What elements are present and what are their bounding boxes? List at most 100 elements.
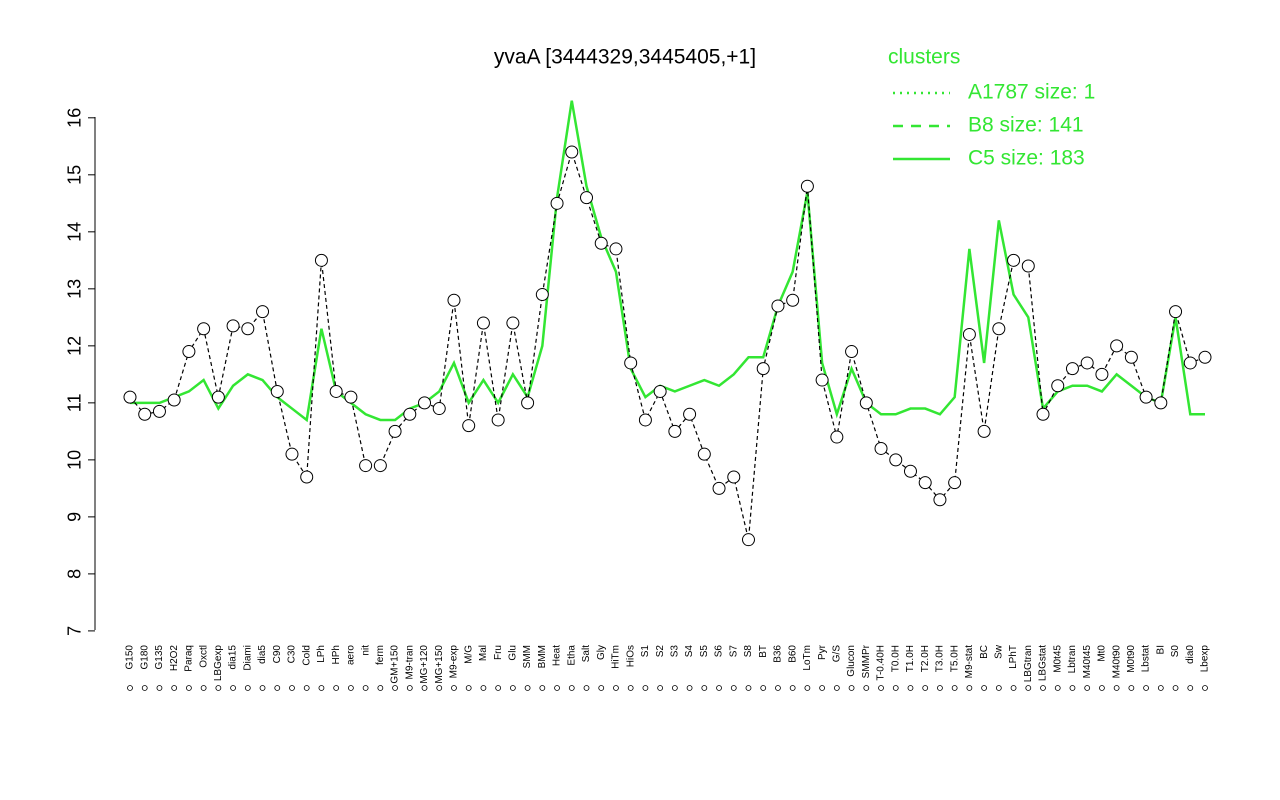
y-tick-label: 7 [65,626,85,636]
sample-dot [259,685,266,691]
point [152,404,166,418]
sample-dot [127,685,133,691]
sample-dot [878,685,884,691]
x-tick-label: LBGtran [1023,645,1034,682]
point [786,293,800,307]
sample-dot [937,685,943,691]
x-tick-label: M/G [463,645,474,664]
point [756,362,770,376]
sample-dot [1202,685,1208,691]
sample-dot [892,685,899,691]
sample-dot [200,685,207,691]
sample-dot [1084,685,1091,691]
x-tick-label: M0t45 [1052,645,1063,673]
point [1124,350,1138,364]
x-tick-label: LPhT [1008,645,1019,669]
x-tick-label: T5.0H [949,645,960,672]
sample-dot [951,685,958,691]
point [373,459,387,473]
x-tick-label: aero [346,645,357,665]
sample-dot [1113,685,1120,691]
point [638,413,652,427]
x-tick-label: Oxctl [198,645,209,668]
point [933,493,947,507]
sample-dot [701,685,708,691]
point [800,179,814,193]
x-tick-label: LBGstat [1038,645,1049,681]
y-tick-label: 11 [65,394,85,413]
x-tick-label: T0.0H [890,645,901,672]
sample-dot [230,685,236,691]
point [359,459,373,473]
point [609,242,623,256]
x-tick-label: M9-tran [404,645,415,679]
sample-dot [745,685,752,691]
chart-title: yvaA [3444329,3445405,+1] [494,46,756,69]
point [624,356,638,370]
point [1198,350,1212,364]
point [1021,259,1035,273]
point [550,196,564,210]
point [1095,367,1109,381]
profile-line [129,149,1206,540]
sample-dot [686,685,693,691]
point [903,464,917,478]
x-tick-label: S0 [1170,645,1181,658]
x-tick-label: LPh [316,645,327,663]
sample-dot [598,685,605,691]
sample-dot [642,685,649,691]
point [668,424,682,438]
y-tick-label: 13 [65,279,85,299]
sample-dot [1128,685,1135,691]
y-tick-label: 8 [65,569,85,579]
x-tick-label: S6 [714,645,725,658]
sample-dot [362,685,369,691]
x-tick-label: Pyr [817,644,828,660]
point [403,407,417,421]
x-tick-label: dia5 [257,645,268,664]
point [447,293,461,307]
point [712,481,726,495]
sample-dot [907,685,914,691]
legend-label: C5 size: 183 [968,147,1085,170]
sample-dot [981,685,988,691]
sample-dot [848,685,855,691]
y-tick-label: 10 [65,450,85,470]
point [256,305,270,319]
x-tick-label: Sw [993,644,1004,659]
x-tick-label: dia0 [1185,645,1196,664]
x-tick-label: HiOs [625,645,636,667]
sample-dot [274,685,281,691]
x-tick-label: Paraq [184,645,195,672]
x-tick-label: H2O2 [169,645,180,672]
point [1139,390,1153,404]
sample-dot [995,685,1002,691]
legend-title: clusters [888,46,960,69]
legend-label: B8 size: 141 [968,114,1084,137]
sample-dot [568,685,575,691]
x-tick-label: S1 [640,645,651,658]
x-tick-label: G150 [125,645,136,670]
point [300,470,314,484]
x-tick-label: BC [979,645,990,659]
x-tick-label: T2.0H [920,645,931,672]
point [1154,396,1168,410]
x-tick-label: Mt0 [1097,645,1108,662]
x-tick-label: SMM [522,645,533,668]
sample-dot [1157,685,1164,691]
x-tick-label: S7 [728,645,739,658]
point [314,253,328,267]
point [580,191,594,205]
x-tick-label: T-0.40H [876,645,887,681]
sample-dot [215,685,222,691]
sample-dot [509,685,516,691]
sample-dot [863,685,870,691]
point [329,384,343,398]
x-tick-label: SMMPr [861,644,872,678]
x-tick-label: S2 [655,645,666,658]
point [506,316,520,330]
sample-dot [451,685,457,691]
sample-dot [524,685,531,691]
x-tick-label: ferm [375,645,386,665]
